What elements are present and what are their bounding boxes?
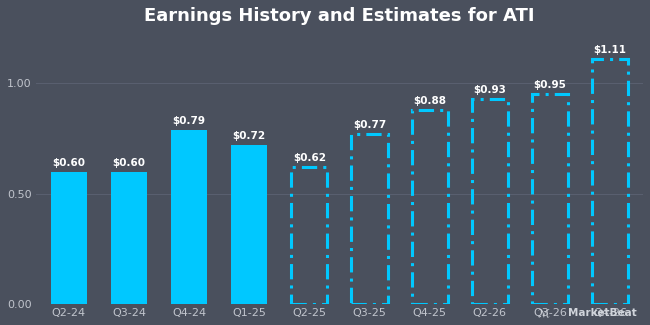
Text: $0.79: $0.79 <box>172 116 205 126</box>
Bar <box>592 59 628 304</box>
Title: Earnings History and Estimates for ATI: Earnings History and Estimates for ATI <box>144 7 535 25</box>
Text: $1.11: $1.11 <box>593 45 627 55</box>
Text: MarketBeat: MarketBeat <box>568 308 637 318</box>
Text: $0.60: $0.60 <box>112 158 146 168</box>
Text: $0.88: $0.88 <box>413 96 446 106</box>
Bar <box>111 172 147 304</box>
Text: $0.62: $0.62 <box>293 153 326 163</box>
Bar <box>472 99 508 304</box>
Text: $0.72: $0.72 <box>233 131 266 141</box>
Bar <box>411 110 448 304</box>
Text: $0.95: $0.95 <box>534 80 566 90</box>
Bar <box>532 94 568 304</box>
Bar <box>231 145 267 304</box>
Bar <box>171 130 207 304</box>
Bar <box>291 167 328 304</box>
Bar <box>51 172 87 304</box>
Text: $0.77: $0.77 <box>353 120 386 130</box>
Text: ℳ: ℳ <box>538 308 549 318</box>
Text: $0.93: $0.93 <box>473 85 506 95</box>
Text: $0.60: $0.60 <box>52 158 85 168</box>
Bar <box>352 134 387 304</box>
